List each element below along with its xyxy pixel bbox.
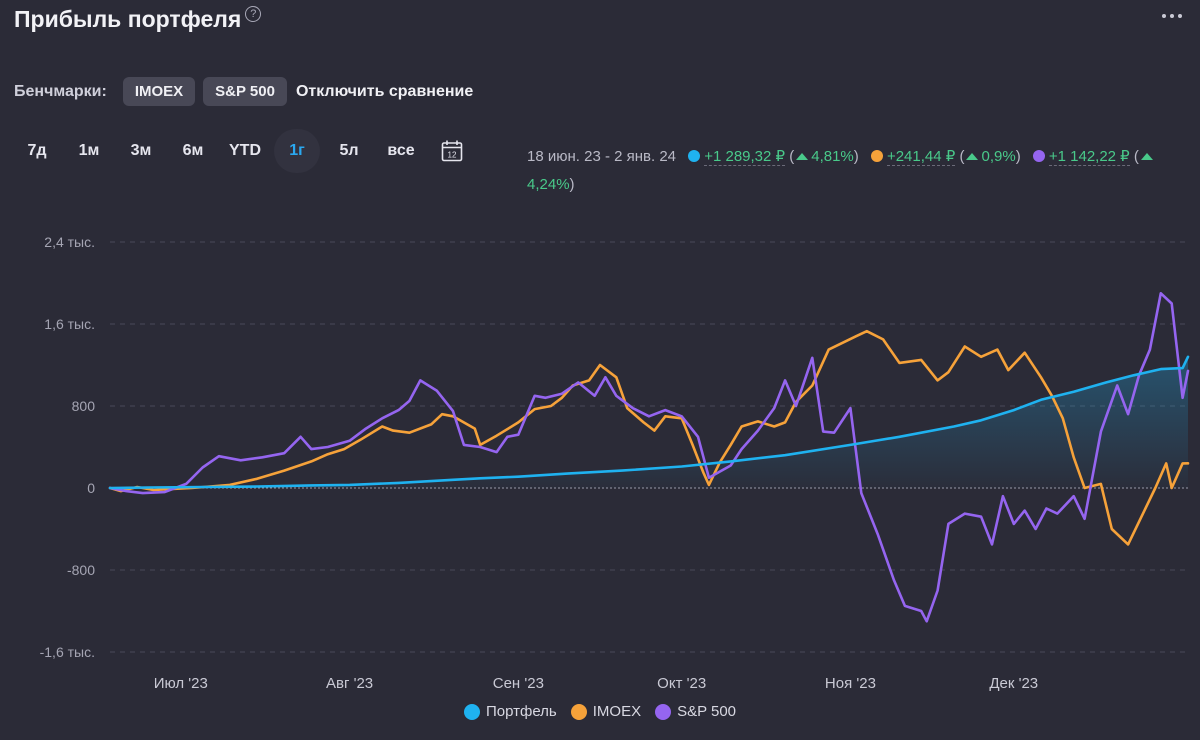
legend-label: IMOEX [592,703,642,720]
portfolio-dot-icon [688,150,701,162]
legend-item-portfolio[interactable]: Портфель [463,703,557,720]
profit-chart[interactable]: 2,4 тыс. 1,6 тыс. 800 0 -800 -1,6 тыс. Июл '23… [0,225,1200,700]
portfolio-profit-value[interactable]: +1 289,32 ₽ [704,148,786,166]
period-1y[interactable]: 1г [274,129,320,173]
legend-label: S&P 500 [677,703,737,720]
y-tick-label: 1,6 тыс. [44,316,95,332]
y-tick-label: -1,6 тыс. [40,644,95,660]
benchmark-chip-imoex[interactable]: IMOEX [122,77,196,106]
period-7d[interactable]: 7д [27,142,47,159]
benchmarks-label: Бенчмарки: [14,82,107,100]
series-line-sp500[interactable] [108,292,1190,623]
chart-legend: Портфель IMOEX S&P 500 [0,703,1200,720]
period-summary: 18 июн. 23 - 2 янв. 24 +1 289,32 ₽ (4,81… [527,143,1187,199]
legend-item-imoex[interactable]: IMOEX [570,703,642,720]
series-line-imoex[interactable] [108,329,1190,546]
x-tick-label: Сен '23 [493,675,544,692]
period-3m[interactable]: 3м [130,142,152,159]
period-ytd[interactable]: YTD [229,142,261,159]
page-title: Прибыль портфеля [14,6,242,32]
series-line-portfolio[interactable] [108,355,1190,490]
x-tick-label: Авг '23 [326,675,373,692]
benchmarks-row: Бенчмарки: IMOEX S&P 500 Отключить сравн… [14,77,473,106]
y-tick-label: -800 [67,562,95,578]
benchmark-chip-sp500[interactable]: S&P 500 [203,77,287,106]
period-1m[interactable]: 1м [78,142,100,159]
y-tick-label: 0 [87,480,95,496]
y-tick-label: 2,4 тыс. [44,234,95,250]
period-selector: 7д 1м 3м 6м YTD 1г 5л все 12 [14,129,474,173]
period-6m[interactable]: 6м [182,142,204,159]
calendar-icon[interactable]: 12 [430,129,474,173]
up-triangle-icon [796,153,809,160]
x-tick-label: Дек '23 [989,675,1038,692]
up-triangle-icon [966,153,979,160]
portfolio-legend-dot-icon [463,703,480,720]
help-icon[interactable]: ? [245,5,262,22]
more-options-icon[interactable] [1162,14,1182,18]
x-tick-label: Окт '23 [657,675,706,692]
sp500-profit-value[interactable]: +1 142,22 ₽ [1048,148,1130,166]
imoex-dot-icon [870,150,883,162]
disable-comparison-button[interactable]: Отключить сравнение [295,82,474,100]
imoex-legend-dot-icon [570,703,587,720]
legend-label: Портфель [485,703,557,720]
sp500-legend-dot-icon [655,703,672,720]
y-tick-label: 800 [72,398,96,414]
portfolio-profit-pct: 4,81% [811,148,854,165]
title-row: Прибыль портфеля ? [14,5,262,33]
svg-text:12: 12 [448,151,457,160]
legend-item-sp500[interactable]: S&P 500 [655,703,736,720]
period-all[interactable]: все [387,142,415,159]
period-5y[interactable]: 5л [339,142,359,159]
date-range: 18 июн. 23 - 2 янв. 24 [527,148,677,165]
portfolio-area [110,356,1188,488]
imoex-profit-pct: 0,9% [981,148,1016,165]
imoex-profit-value[interactable]: +241,44 ₽ [886,148,956,166]
up-triangle-icon [1140,153,1153,160]
x-tick-label: Ноя '23 [825,675,876,692]
x-tick-label: Июл '23 [154,675,208,692]
sp500-dot-icon [1032,150,1045,162]
sp500-profit-pct: 4,24% [527,176,570,193]
